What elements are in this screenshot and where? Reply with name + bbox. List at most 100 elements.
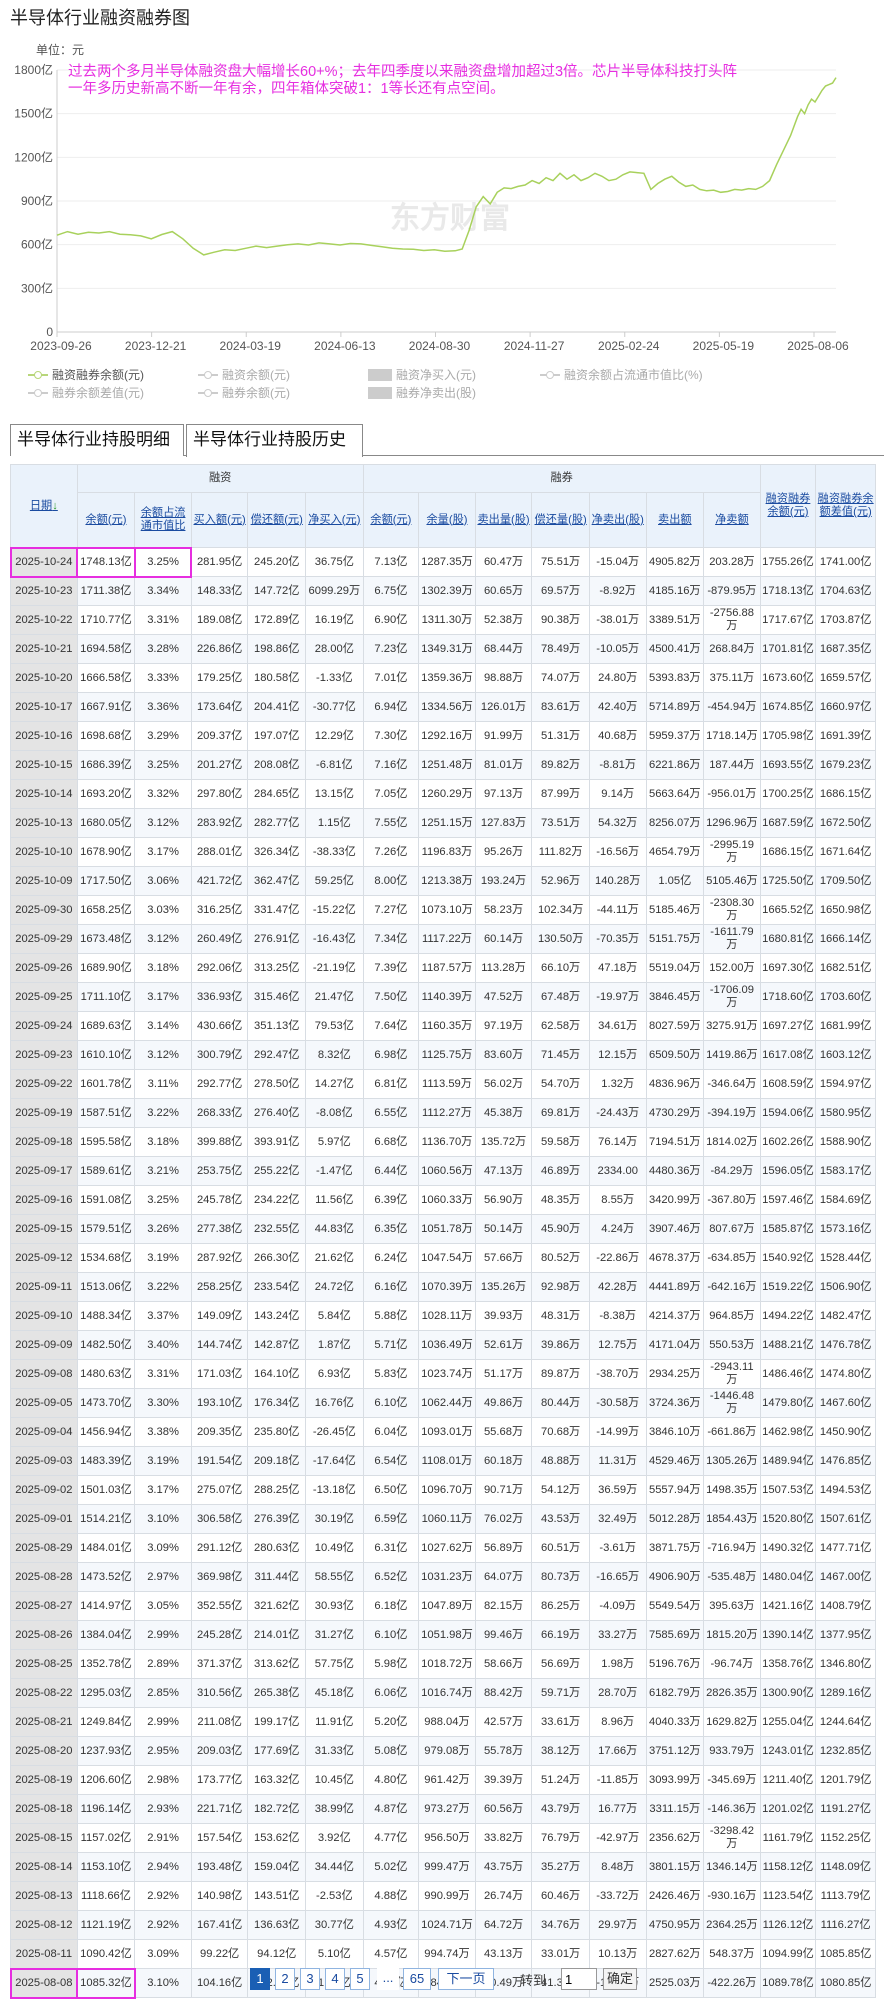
page-button[interactable]: 65 <box>403 1968 431 1990</box>
legend-item[interactable]: 融资余额占流通市值比(%) <box>540 366 703 383</box>
table-cell: 193.24万 <box>474 866 533 896</box>
table-cell: 2525.03万 <box>645 1968 705 1998</box>
table-cell: 199.17亿 <box>247 1707 307 1737</box>
table-cell: 198.86亿 <box>247 634 307 664</box>
jump-confirm-button[interactable]: 确定 <box>603 1968 637 1990</box>
jump-page-input[interactable] <box>561 1968 597 1990</box>
table-cell: 1698.68亿 <box>76 721 136 751</box>
table-cell: 1232.85亿 <box>815 1736 876 1766</box>
margin-history-table: 日期↓ 融资 融券 融资融券余额(元) 融资融券余额差值(元) 余额(元) 余额占… <box>9 464 876 1999</box>
table-cell: 55.68万 <box>474 1417 533 1447</box>
table-cell: 2.98% <box>134 1765 192 1795</box>
legend-item[interactable]: 融券余额差值(元) <box>28 384 144 401</box>
page-button[interactable]: 3 <box>300 1968 320 1990</box>
table-row: 2025-09-03 1483.39亿 3.19% 191.54亿 209.18亿 -17… <box>10 1446 876 1476</box>
table-cell: 1482.47亿 <box>815 1301 876 1331</box>
tab-holding-history[interactable]: 半导体行业持股历史 <box>186 424 363 457</box>
table-cell: 34.44亿 <box>305 1852 364 1882</box>
y-tick-label: 900亿 <box>21 193 53 208</box>
column-header-rongquan-3[interactable]: 偿还量(股) <box>531 492 590 548</box>
table-cell: 1085.85亿 <box>815 1939 876 1969</box>
table-cell: 163.32亿 <box>247 1765 307 1795</box>
table-cell: -2.53亿 <box>305 1881 364 1911</box>
x-tick-label: 2023-09-26 <box>30 339 92 353</box>
table-cell: 3.21% <box>134 1156 192 1186</box>
tab-holding-detail[interactable]: 半导体行业持股明细 <box>10 424 184 456</box>
column-header-rongquan-2[interactable]: 卖出量(股) <box>474 492 533 548</box>
legend-label: 融资融券余额(元) <box>52 368 144 382</box>
table-cell: 430.66亿 <box>190 1011 249 1041</box>
table-cell: 60.46万 <box>531 1881 590 1911</box>
table-cell: 30.93亿 <box>305 1591 364 1621</box>
table-cell: 54.32万 <box>588 808 647 838</box>
table-cell: 1595.58亿 <box>76 1127 136 1157</box>
table-cell: 7.50亿 <box>362 982 420 1012</box>
column-header-rongzi-2[interactable]: 买入额(元) <box>190 492 249 548</box>
table-cell: 33.01万 <box>531 1939 590 1969</box>
column-header-rongzi-1[interactable]: 余额占流通市值比 <box>134 492 192 548</box>
legend-item[interactable]: 融券净卖出(股) <box>368 384 476 401</box>
column-header-rongquan-6[interactable]: 净卖额 <box>703 492 761 548</box>
table-cell: 3.11% <box>134 1069 192 1099</box>
table-cell: 209.37亿 <box>190 721 249 751</box>
table-cell: 232.55亿 <box>247 1214 307 1244</box>
table-cell: 1681.99亿 <box>815 1011 876 1041</box>
table-cell: 933.79万 <box>703 1736 761 1766</box>
table-cell: 157.54亿 <box>190 1823 249 1853</box>
column-header-rongzi-4[interactable]: 净买入(元) <box>305 492 364 548</box>
legend-item[interactable]: 融资融券余额(元) <box>28 366 144 383</box>
table-cell: 6.10亿 <box>362 1620 420 1650</box>
group-header-rongquan: 融券 <box>362 464 761 493</box>
table-cell: 1686.39亿 <box>76 750 136 780</box>
table-cell: 362.47亿 <box>247 866 307 896</box>
table-cell: 54.70万 <box>531 1069 590 1099</box>
table-cell: 3.31% <box>134 605 192 635</box>
column-header-rongquan-5[interactable]: 卖出额 <box>645 492 705 548</box>
table-cell: 80.73万 <box>531 1562 590 1592</box>
table-cell: 173.77亿 <box>190 1765 249 1795</box>
table-cell: 167.41亿 <box>190 1910 249 1940</box>
table-cell: 1060.56万 <box>418 1156 476 1186</box>
column-header-balance-diff[interactable]: 融资融券余额差值(元) <box>815 464 876 548</box>
table-cell: 5.83亿 <box>362 1359 420 1389</box>
table-cell: 1161.79亿 <box>759 1823 817 1853</box>
column-header-rongquan-1[interactable]: 余量(股) <box>418 492 476 548</box>
date-cell: 2025-10-15 <box>10 750 78 780</box>
table-cell: 8.48万 <box>588 1852 647 1882</box>
table-cell: 5.97亿 <box>305 1127 364 1157</box>
table-cell: 6.18亿 <box>362 1591 420 1621</box>
column-header-total-balance[interactable]: 融资融券余额(元) <box>759 464 817 548</box>
table-cell: 43.13万 <box>474 1939 533 1969</box>
sort-down-icon[interactable]: ↓ <box>52 499 58 512</box>
table-cell: 127.83万 <box>474 808 533 838</box>
column-header-rongquan-4[interactable]: 净卖出(股) <box>588 492 647 548</box>
table-cell: 265.38亿 <box>247 1678 307 1708</box>
column-header-date[interactable]: 日期↓ <box>10 464 78 548</box>
legend-item[interactable]: 融资净买入(元) <box>368 366 476 383</box>
page-button[interactable]: 4 <box>325 1968 345 1990</box>
table-cell: 31.33亿 <box>305 1736 364 1766</box>
table-cell: 1462.98亿 <box>759 1417 817 1447</box>
table-cell: -42.97万 <box>588 1823 647 1853</box>
y-tick-label: 1200亿 <box>14 149 53 164</box>
table-cell: 1467.60亿 <box>815 1388 876 1418</box>
column-header-rongzi-3[interactable]: 偿还额(元) <box>247 492 307 548</box>
table-cell: 1660.97亿 <box>815 692 876 722</box>
table-cell: 1718.13亿 <box>759 576 817 606</box>
page-button[interactable]: 5 <box>350 1968 370 1990</box>
legend-item[interactable]: 融资余额(元) <box>198 366 290 383</box>
page-button[interactable]: 1 <box>250 1968 270 1990</box>
legend-item[interactable]: 融券余额(元) <box>198 384 290 401</box>
table-cell: 973.27万 <box>418 1794 476 1824</box>
table-cell: 1187.57万 <box>418 953 476 983</box>
column-header-rongquan-0[interactable]: 余额(元) <box>362 492 420 548</box>
table-cell: 1585.87亿 <box>759 1214 817 1244</box>
next-page-button[interactable]: 下一页 <box>438 1968 494 1990</box>
table-cell: 5959.37万 <box>645 721 705 751</box>
page-button[interactable]: 2 <box>275 1968 295 1990</box>
column-header-rongzi-0[interactable]: 余额(元) <box>76 492 136 548</box>
table-cell: 278.50亿 <box>247 1069 307 1099</box>
table-cell: 42.57万 <box>474 1707 533 1737</box>
table-cell: 6.90亿 <box>362 605 420 635</box>
table-cell: 2.99% <box>134 1620 192 1650</box>
